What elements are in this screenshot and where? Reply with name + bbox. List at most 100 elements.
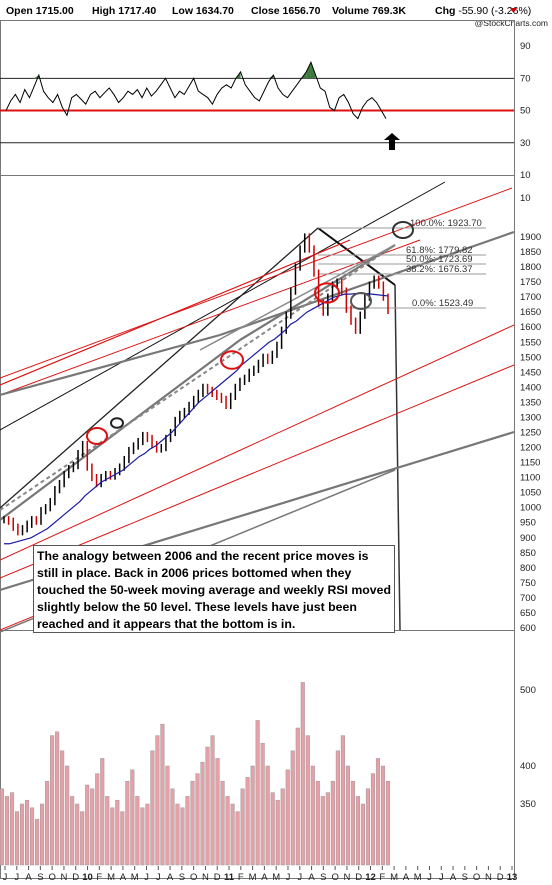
volume-bar [370,773,376,866]
x-tick-label: D [214,872,221,883]
price-tick-label: 1150 [520,458,540,469]
volume-bar [50,735,55,866]
volume-bar [275,799,280,866]
x-tick-label: M [414,872,422,883]
x-tick-label: S [37,872,43,883]
price-tick-label: 10 [520,193,531,204]
rsi-tick-label: 50 [520,106,531,117]
rsi-tick-label: 30 [520,138,531,149]
price-panel: 1900 1850 1800 1750 1700 1650 1600 1550 1500 1450… [0,181,541,634]
fib-label: 38.2%: 1676.37 [406,264,473,275]
volume-bar [160,723,165,866]
volume-bar [315,780,320,866]
highlight-circle [220,350,244,370]
volume-bar [260,742,265,866]
trend-line [0,364,515,579]
volume-bar [95,773,100,866]
volume-bar [300,682,305,866]
trend-line [219,230,515,337]
volume-bar [220,780,225,866]
volume-bar [4,796,10,866]
price-tick-label: 1100 [520,473,540,484]
volume-bar [200,761,205,866]
x-tick-label: N [485,872,492,883]
volume-bar [345,765,350,866]
rsi-overbought-fill [306,62,311,79]
x-tick-label: F [238,872,244,883]
fib-label: 50.0%: 1723.69 [406,254,473,265]
price-tick-label: 1450 [520,367,541,378]
volume-bar [105,796,110,866]
x-tick-label: O [331,872,338,883]
volume-bar [185,796,190,866]
price-tick-label: 1650 [520,307,541,318]
price-tick-label: 1900 [520,232,541,243]
volume-bar [40,803,45,866]
price-tick-label: 1750 [520,277,541,288]
volume-bar [360,803,365,866]
watermark: @StockCharts.com [475,18,548,28]
trend-line [0,324,515,561]
volume-bar [225,796,230,866]
rsi-line [5,60,387,120]
volume-tick-label: 400 [520,761,536,772]
price-tick-label: 750 [520,578,536,589]
x-tick-label: S [320,872,326,883]
volume-bar [195,773,200,866]
rsi-panel: 90 70 50 30 10 [0,41,531,181]
x-tick-label: F [379,872,385,883]
volume-bar [14,811,20,866]
x-tick-label: N [202,872,209,883]
price-tick-label: 950 [520,518,536,529]
volume-bar [45,780,50,866]
volume-bar [380,765,386,866]
x-tick-label: A [450,872,457,883]
x-tick-label: 11 [224,872,235,883]
price-tick-label: 1550 [520,337,541,348]
x-tick-label: J [156,872,161,883]
volume-bar [350,780,355,866]
x-axis: J J A S O N D 10 F M A M J J A S O N D 11 F M A M J J A S O N D 12 F M A M J… [3,866,517,883]
x-tick-label: J [286,872,291,883]
volume-bar [65,765,70,866]
price-tick-label: 1200 [520,443,541,454]
trend-line [239,244,396,341]
volume-bar [145,803,150,866]
volume-bar [25,799,30,866]
highlight-circle [392,221,414,239]
volume-bar [35,818,40,866]
volume-bar [290,750,295,866]
volume-tick-label: 350 [520,799,536,810]
volume-bar [335,750,340,866]
volume-bar [155,735,160,866]
x-tick-label: M [131,872,139,883]
volume-bar [115,799,120,866]
volume-bar [20,803,25,866]
trend-line [0,339,241,521]
price-tick-label: 1400 [520,382,541,393]
chart-frame [0,20,515,879]
x-tick-label: N [61,872,68,883]
x-tick-label: M [272,872,280,883]
volume-bar [365,788,370,866]
volume-bar [330,780,335,866]
volume-bar [90,788,95,866]
x-tick-label: D [355,872,362,883]
volume-bar [70,796,75,866]
up-arrow-icon [384,133,400,150]
volume-bar [215,758,220,866]
volume-bar [270,792,275,866]
volume-bar [295,727,300,866]
x-tick-label: M [107,872,115,883]
volume-bar [85,784,90,866]
volume-bar [325,792,330,866]
x-tick-label: M [390,872,398,883]
volume-bar [355,796,360,866]
volume-bar [80,811,85,866]
volume-bar [245,777,250,866]
down-arrow-icon [510,8,517,13]
x-tick-label: J [427,872,432,883]
rsi-tick-label: 70 [520,73,531,84]
header-open: Open 1715.00 [6,5,74,17]
x-tick-label: J [3,872,8,883]
